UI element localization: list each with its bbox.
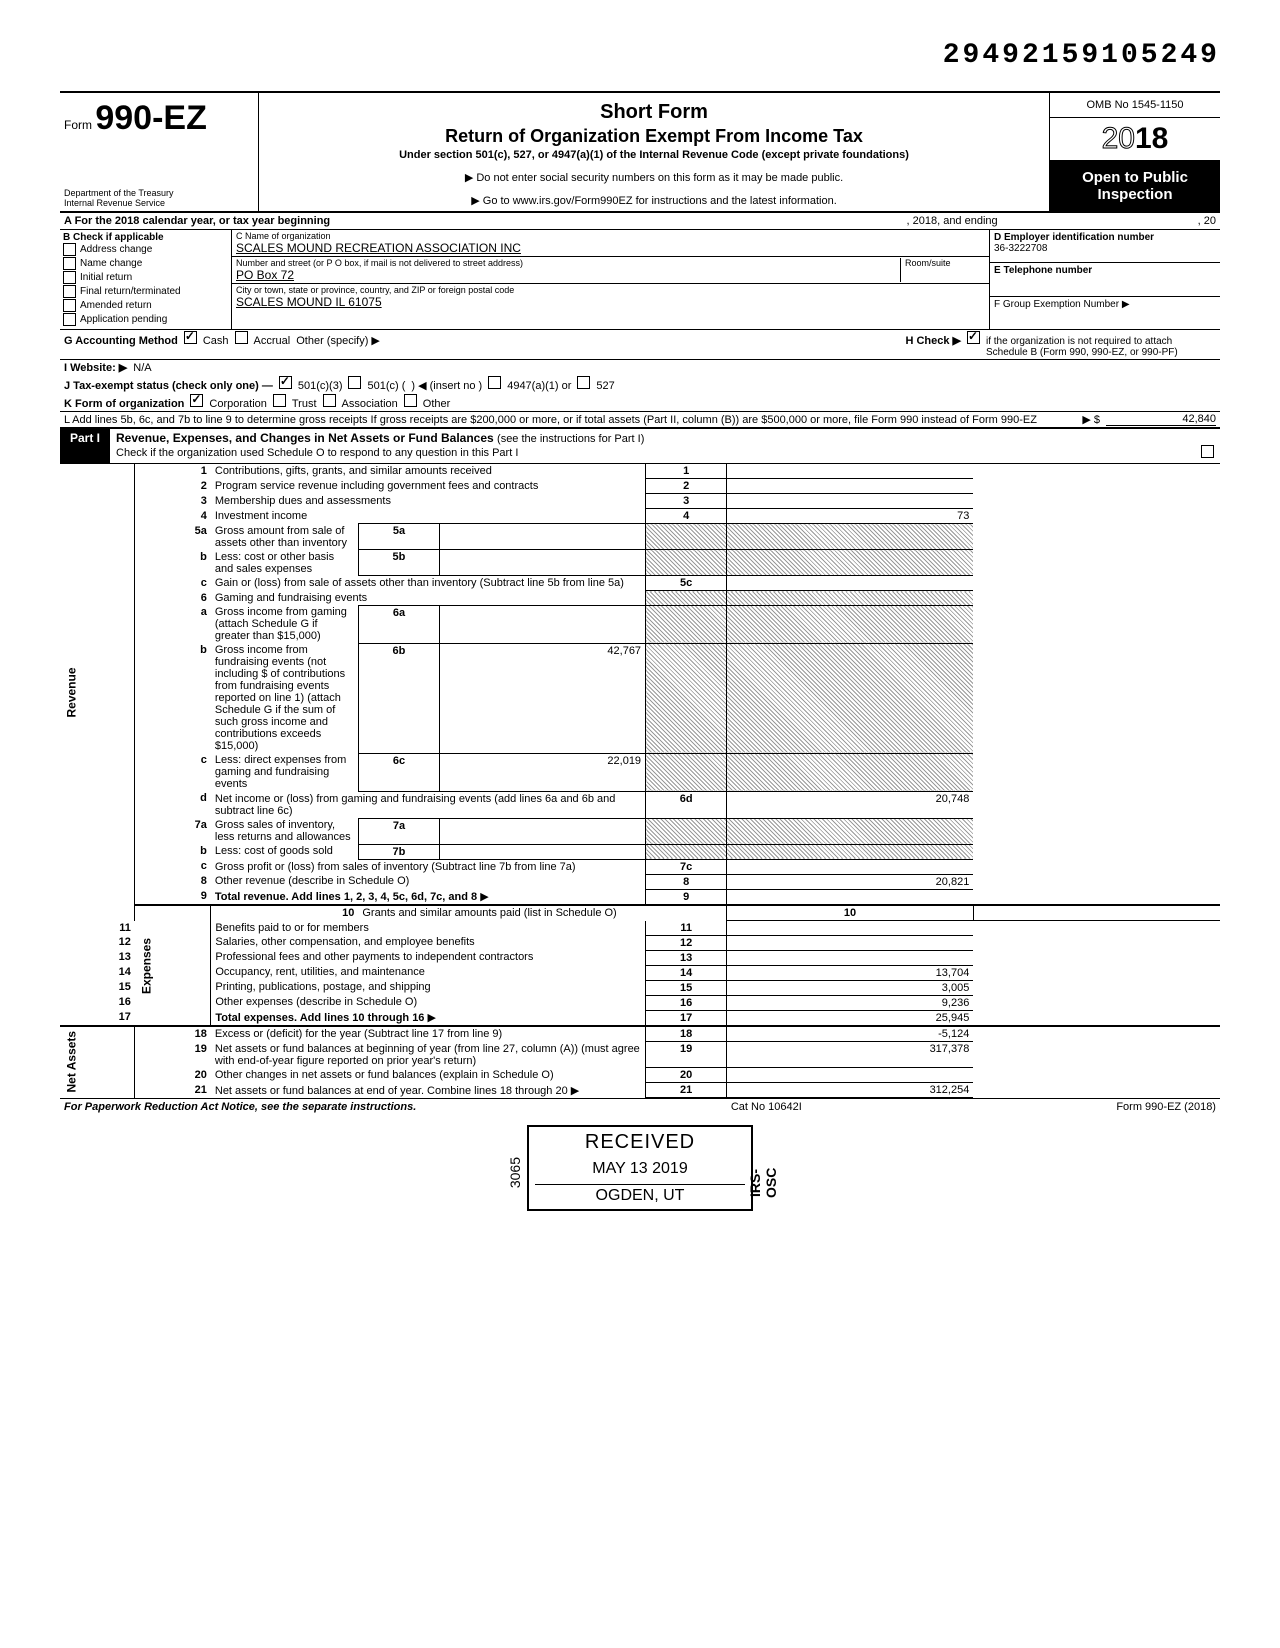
checkbox-527[interactable] <box>577 376 590 389</box>
document-id: 29492159105249 <box>60 40 1220 71</box>
checkbox-trust[interactable] <box>273 394 286 407</box>
checkbox-association[interactable] <box>323 394 336 407</box>
checkbox-4947[interactable] <box>488 376 501 389</box>
group-exemption-label: F Group Exemption Number ▶ <box>994 299 1216 310</box>
subtitle: Under section 501(c), 527, or 4947(a)(1)… <box>265 149 1043 161</box>
row-k: K Form of organization Corporation Trust… <box>60 393 1220 412</box>
cat-no: Cat No 10642I <box>731 1101 802 1113</box>
form-prefix: Form <box>64 118 92 132</box>
street-label: Number and street (or P O box, if mail i… <box>236 258 900 268</box>
title-box: Short Form Return of Organization Exempt… <box>259 93 1050 211</box>
tax-year: 2018 <box>1050 118 1220 161</box>
row-h-text: if the organization is not required to a… <box>986 336 1216 358</box>
ssn-warning: ▶ Do not enter social security numbers o… <box>265 171 1043 184</box>
row-g: G Accounting Method Cash Accrual Other (… <box>60 330 1220 360</box>
part-1-header: Part I Revenue, Expenses, and Changes in… <box>60 428 1220 464</box>
stamp-received: RECEIVED <box>535 1131 745 1154</box>
checkbox-address-change[interactable] <box>63 243 76 256</box>
form-number-box: Form 990-EZ Department of the Treasury I… <box>60 93 259 211</box>
form-header: Form 990-EZ Department of the Treasury I… <box>60 91 1220 213</box>
checkbox-amended[interactable] <box>63 299 76 312</box>
investment-income: 73 <box>727 509 974 524</box>
stamp-code-right: IRS-OSC <box>747 1157 779 1209</box>
checkbox-application-pending[interactable] <box>63 313 76 326</box>
gross-receipts: 42,840 <box>1106 413 1216 426</box>
expenses-section-label: Expenses <box>135 905 211 1026</box>
beginning-assets: 317,378 <box>727 1042 974 1068</box>
checkbox-accrual[interactable] <box>235 331 248 344</box>
received-stamp: 3065 IRS-OSC RECEIVED MAY 13 2019 OGDEN,… <box>527 1125 753 1211</box>
col-c-org-info: C Name of organization SCALES MOUND RECR… <box>232 230 989 329</box>
stamp-location: OGDEN, UT <box>535 1184 745 1205</box>
main-title: Return of Organization Exempt From Incom… <box>265 126 1043 147</box>
entity-grid: B Check if applicable Address change Nam… <box>60 230 1220 330</box>
other-revenue: 20,821 <box>727 874 974 889</box>
net-fundraising: 20,748 <box>727 791 974 818</box>
checkbox-501c3[interactable] <box>279 376 292 389</box>
col-b-header: B Check if applicable <box>63 232 228 243</box>
checkbox-initial-return[interactable] <box>63 271 76 284</box>
checkbox-final-return[interactable] <box>63 285 76 298</box>
stamp-code-left: 3065 <box>507 1157 523 1188</box>
line-a: A For the 2018 calendar year, or tax yea… <box>60 213 1220 230</box>
checkbox-schedule-b[interactable] <box>967 331 980 344</box>
footer: For Paperwork Reduction Act Notice, see … <box>60 1098 1220 1115</box>
checkbox-other-org[interactable] <box>404 394 417 407</box>
row-l: L Add lines 5b, 6c, and 7b to line 9 to … <box>60 412 1220 428</box>
printing: 3,005 <box>727 980 974 995</box>
paperwork-notice: For Paperwork Reduction Act Notice, see … <box>64 1101 416 1113</box>
street-value: PO Box 72 <box>236 268 900 282</box>
checkbox-corporation[interactable] <box>190 394 203 407</box>
tel-label: E Telephone number <box>994 265 1216 276</box>
city-value: SCALES MOUND IL 61075 <box>236 295 985 309</box>
form-number: 990-EZ <box>95 99 207 137</box>
checkbox-name-change[interactable] <box>63 257 76 270</box>
netassets-section-label: Net Assets <box>60 1026 135 1098</box>
excess-deficit: -5,124 <box>727 1026 974 1042</box>
omb-number: OMB No 1545-1150 <box>1050 93 1220 118</box>
checkbox-501c[interactable] <box>348 376 361 389</box>
fundraising-gross: 42,767 <box>440 643 646 753</box>
ending-assets: 312,254 <box>727 1083 974 1098</box>
row-j: J Tax-exempt status (check only one) — 5… <box>60 375 1220 393</box>
row-i: I Website: ▶ N/A <box>60 360 1220 375</box>
open-to-public: Open to Public Inspection <box>1050 161 1220 211</box>
org-name: SCALES MOUND RECREATION ASSOCIATION INC <box>236 241 985 255</box>
col-d-meta: D Employer identification number 36-3222… <box>989 230 1220 329</box>
stamp-date: MAY 13 2019 <box>535 1160 745 1178</box>
city-label: City or town, state or province, country… <box>236 285 985 295</box>
org-name-label: C Name of organization <box>236 231 985 241</box>
part-1-label: Part I <box>60 429 110 463</box>
revenue-section-label: Revenue <box>60 464 135 921</box>
website-value: N/A <box>133 362 151 374</box>
checkbox-schedule-o[interactable] <box>1201 445 1214 458</box>
goto-url: ▶ Go to www.irs.gov/Form990EZ for instru… <box>265 194 1043 207</box>
checkbox-cash[interactable] <box>184 331 197 344</box>
other-expenses: 9,236 <box>727 995 974 1010</box>
col-b-checkboxes: B Check if applicable Address change Nam… <box>60 230 232 329</box>
ein-value: 36-3222708 <box>994 243 1216 254</box>
dept-2: Internal Revenue Service <box>64 199 254 209</box>
right-meta-box: OMB No 1545-1150 2018 Open to Public Ins… <box>1050 93 1220 211</box>
total-expenses: 25,945 <box>727 1010 974 1026</box>
form-footer: Form 990-EZ (2018) <box>1116 1101 1216 1113</box>
occupancy: 13,704 <box>727 965 974 980</box>
fundraising-expenses: 22,019 <box>440 753 646 791</box>
ein-label: D Employer identification number <box>994 232 1216 243</box>
room-label: Room/suite <box>905 258 985 268</box>
calculation-table: Revenue 1 Contributions, gifts, grants, … <box>60 464 1220 1098</box>
short-form-title: Short Form <box>265 101 1043 124</box>
